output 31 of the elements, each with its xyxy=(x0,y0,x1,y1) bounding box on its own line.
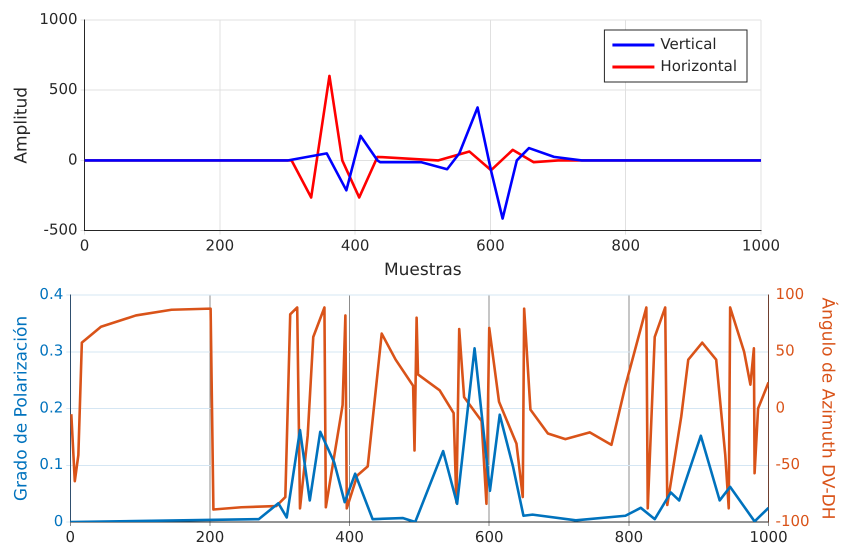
y-tick-label: 1000 xyxy=(39,10,78,28)
y-tick-label: 0 xyxy=(54,512,64,530)
x-tick-label: 600 xyxy=(476,236,505,254)
y-tick-label: 0.1 xyxy=(39,455,64,474)
y2-tick-label: 0 xyxy=(776,398,786,416)
y-tick-label: 0.3 xyxy=(39,342,64,360)
y-axis-title: Grado de Polarización xyxy=(12,316,32,502)
y2-tick-label: 100 xyxy=(776,284,804,303)
x-axis-title: Muestras xyxy=(384,260,462,280)
x-tick-label: 1000 xyxy=(742,236,780,254)
y-tick-label: -500 xyxy=(44,220,78,238)
legend-label: Vertical xyxy=(660,34,717,53)
x-tick-label: 1000 xyxy=(749,528,788,546)
x-tick-label: 400 xyxy=(335,528,364,546)
y2-tick-label: -100 xyxy=(776,512,810,530)
x-tick-label: 400 xyxy=(340,236,370,254)
y2-axis-title: Ángulo de Azimuth DV-DH xyxy=(817,297,838,520)
x-tick-label: 800 xyxy=(614,528,644,546)
y-axis-title: Amplitud xyxy=(12,86,32,164)
x-tick-label: 200 xyxy=(196,528,224,546)
x-tick-label: 800 xyxy=(611,236,640,254)
x-tick-label: 600 xyxy=(474,528,504,546)
y-tick-label: 500 xyxy=(48,80,78,98)
y-tick-label: 0.4 xyxy=(39,284,64,303)
y-tick-label: 0.2 xyxy=(39,398,64,416)
legend-label: Horizontal xyxy=(660,56,738,75)
x-tick-label: 0 xyxy=(80,236,90,254)
y-tick-label: 0 xyxy=(68,150,78,168)
y2-tick-label: 50 xyxy=(776,342,795,360)
y2-tick-label: -50 xyxy=(776,455,800,474)
x-tick-label: 200 xyxy=(206,236,234,254)
